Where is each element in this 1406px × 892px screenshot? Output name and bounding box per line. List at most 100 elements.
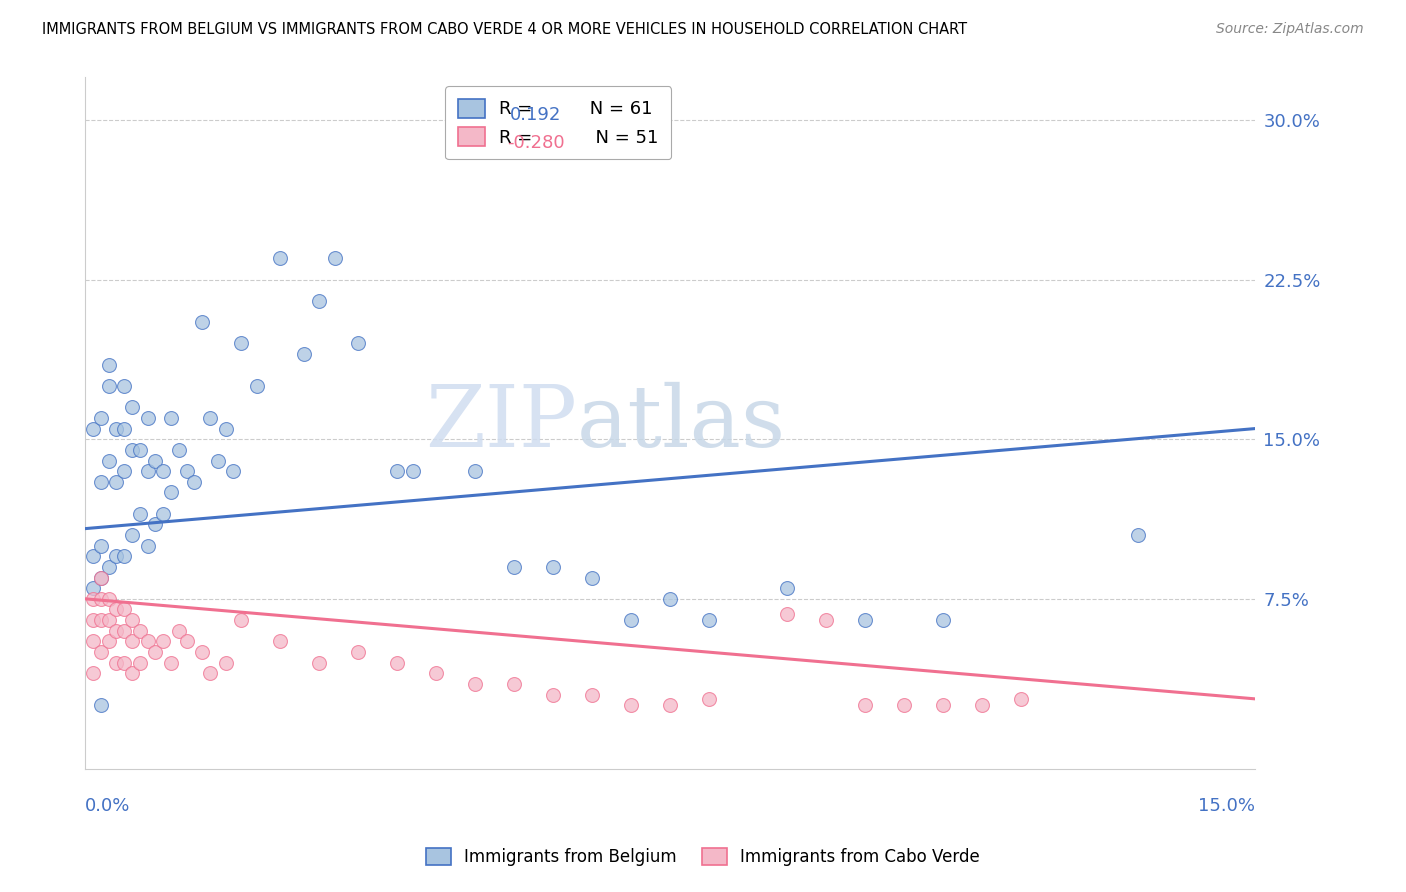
Point bbox=[160, 411, 183, 425]
Point bbox=[207, 453, 229, 467]
Text: 15.0%: 15.0% bbox=[1198, 797, 1256, 814]
Point bbox=[659, 698, 682, 713]
Point bbox=[112, 379, 135, 393]
Point bbox=[402, 464, 425, 478]
Point bbox=[167, 442, 190, 457]
Point bbox=[347, 336, 370, 351]
Point bbox=[90, 613, 112, 627]
Point bbox=[112, 656, 135, 670]
Point bbox=[105, 624, 128, 638]
Point bbox=[776, 607, 799, 621]
Point bbox=[97, 453, 120, 467]
Text: IMMIGRANTS FROM BELGIUM VS IMMIGRANTS FROM CABO VERDE 4 OR MORE VEHICLES IN HOUS: IMMIGRANTS FROM BELGIUM VS IMMIGRANTS FR… bbox=[42, 22, 967, 37]
Point bbox=[112, 464, 135, 478]
Point bbox=[97, 560, 120, 574]
Text: 0.0%: 0.0% bbox=[86, 797, 131, 814]
Point bbox=[970, 698, 993, 713]
Point bbox=[246, 379, 269, 393]
Text: 0.192: 0.192 bbox=[510, 106, 561, 125]
Text: Source: ZipAtlas.com: Source: ZipAtlas.com bbox=[1216, 22, 1364, 37]
Point bbox=[105, 602, 128, 616]
Point bbox=[425, 666, 447, 681]
Point bbox=[112, 549, 135, 564]
Point bbox=[347, 645, 370, 659]
Point bbox=[82, 666, 104, 681]
Point bbox=[90, 698, 112, 713]
Point bbox=[191, 645, 214, 659]
Point bbox=[121, 613, 143, 627]
Point bbox=[464, 677, 486, 691]
Point bbox=[269, 634, 291, 648]
Point bbox=[145, 645, 167, 659]
Point bbox=[136, 634, 159, 648]
Point bbox=[853, 613, 876, 627]
Point bbox=[853, 698, 876, 713]
Point bbox=[183, 475, 205, 489]
Point bbox=[90, 411, 112, 425]
Point bbox=[198, 666, 221, 681]
Point bbox=[167, 624, 190, 638]
Legend: Immigrants from Belgium, Immigrants from Cabo Verde: Immigrants from Belgium, Immigrants from… bbox=[418, 840, 988, 875]
Point bbox=[620, 698, 643, 713]
Point bbox=[128, 507, 150, 521]
Point bbox=[90, 475, 112, 489]
Point bbox=[620, 613, 643, 627]
Point bbox=[697, 691, 720, 706]
Point bbox=[176, 634, 198, 648]
Point bbox=[97, 358, 120, 372]
Point bbox=[90, 570, 112, 584]
Point bbox=[932, 613, 955, 627]
Point bbox=[152, 634, 174, 648]
Point bbox=[112, 602, 135, 616]
Point bbox=[160, 485, 183, 500]
Point bbox=[121, 666, 143, 681]
Point bbox=[308, 293, 330, 308]
Point bbox=[214, 656, 236, 670]
Legend: R =          N = 61, R =           N = 51: R = N = 61, R = N = 51 bbox=[446, 87, 672, 160]
Point bbox=[128, 442, 150, 457]
Point bbox=[136, 464, 159, 478]
Point bbox=[97, 379, 120, 393]
Point bbox=[128, 624, 150, 638]
Point bbox=[893, 698, 915, 713]
Point bbox=[82, 634, 104, 648]
Point bbox=[82, 581, 104, 595]
Point bbox=[136, 539, 159, 553]
Point bbox=[222, 464, 245, 478]
Point bbox=[112, 421, 135, 435]
Point bbox=[97, 591, 120, 606]
Point bbox=[191, 315, 214, 329]
Point bbox=[176, 464, 198, 478]
Point bbox=[82, 591, 104, 606]
Point bbox=[97, 613, 120, 627]
Point bbox=[323, 252, 346, 266]
Point bbox=[387, 656, 409, 670]
Point bbox=[581, 688, 603, 702]
Point bbox=[269, 252, 291, 266]
Point bbox=[145, 453, 167, 467]
Point bbox=[105, 475, 128, 489]
Point bbox=[503, 560, 526, 574]
Text: ZIP: ZIP bbox=[425, 382, 576, 465]
Text: atlas: atlas bbox=[576, 382, 786, 465]
Point bbox=[82, 613, 104, 627]
Point bbox=[932, 698, 955, 713]
Point bbox=[659, 591, 682, 606]
Point bbox=[152, 507, 174, 521]
Point bbox=[82, 421, 104, 435]
Point bbox=[464, 464, 486, 478]
Text: -0.280: -0.280 bbox=[506, 134, 564, 153]
Point bbox=[292, 347, 315, 361]
Point bbox=[308, 656, 330, 670]
Point bbox=[387, 464, 409, 478]
Point bbox=[145, 517, 167, 532]
Point bbox=[121, 634, 143, 648]
Point bbox=[815, 613, 838, 627]
Point bbox=[231, 613, 253, 627]
Point bbox=[121, 442, 143, 457]
Point bbox=[1010, 691, 1032, 706]
Point bbox=[97, 634, 120, 648]
Point bbox=[503, 677, 526, 691]
Point bbox=[112, 624, 135, 638]
Point bbox=[90, 645, 112, 659]
